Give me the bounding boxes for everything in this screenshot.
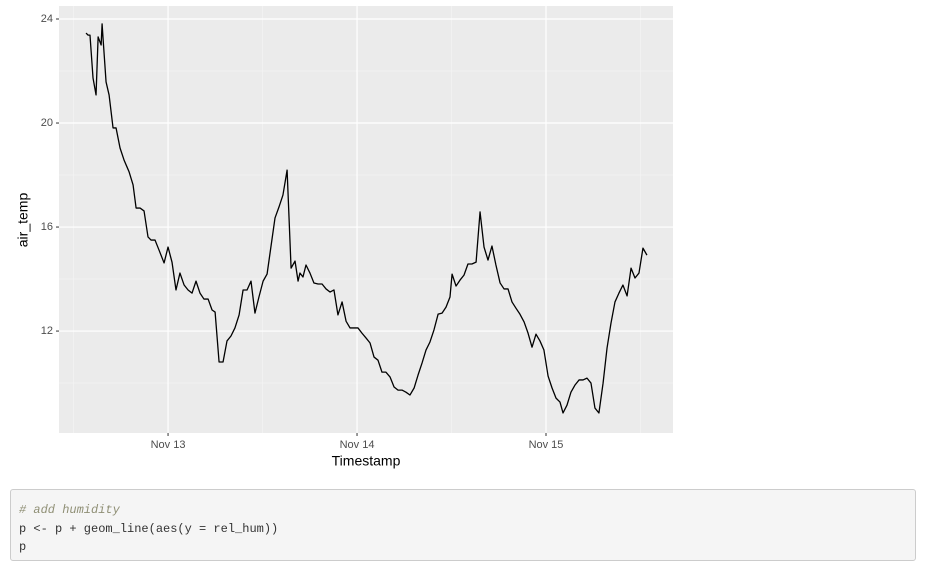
x-tick-label: Nov 13 bbox=[151, 439, 186, 451]
x-axis-title: Timestamp bbox=[332, 453, 401, 469]
grid bbox=[59, 6, 673, 433]
code-line: p bbox=[19, 540, 27, 554]
code-block: # add humidity p <- p + geom_line(aes(y =… bbox=[10, 489, 916, 561]
chart: 12 16 20 24 Nov 13 Nov 14 Nov 15 Timestamp air… bbox=[15, 6, 673, 469]
y-tick-label: 24 bbox=[41, 13, 53, 25]
y-tick-label: 16 bbox=[41, 221, 53, 233]
axes: 12 16 20 24 Nov 13 Nov 14 Nov 15 bbox=[41, 13, 564, 451]
code-line: # add humidity bbox=[19, 503, 120, 517]
y-tick-label: 20 bbox=[41, 117, 53, 129]
x-tick-label: Nov 15 bbox=[529, 439, 564, 451]
y-tick-label: 12 bbox=[41, 325, 53, 337]
x-tick-label: Nov 14 bbox=[340, 439, 375, 451]
plot-panel bbox=[59, 6, 673, 433]
line bbox=[85, 23, 648, 414]
code-line: p <- p + geom_line(aes(y = rel_hum)) bbox=[19, 521, 279, 536]
marks bbox=[85, 23, 648, 414]
y-axis-title: air_temp bbox=[15, 193, 31, 248]
